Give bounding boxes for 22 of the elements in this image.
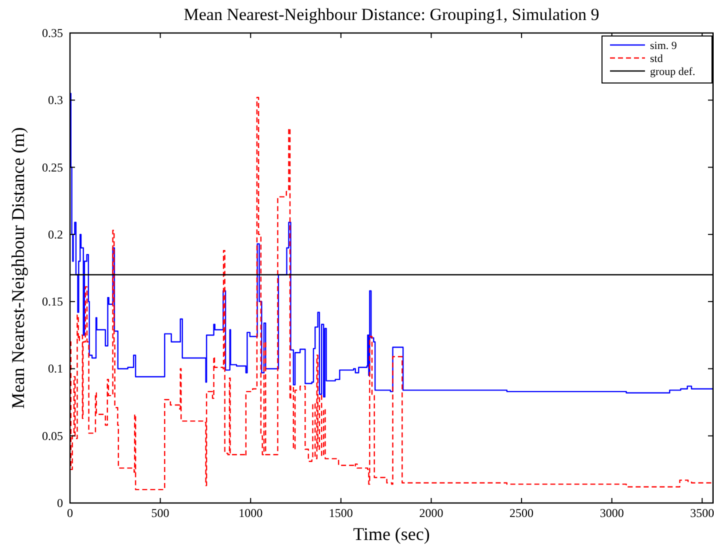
legend-label: group def. xyxy=(650,66,696,78)
y-tick-label: 0.1 xyxy=(48,362,63,376)
y-axis-title: Mean Nearest-Neighbour Distance (m) xyxy=(8,127,28,409)
x-tick-label: 3000 xyxy=(600,506,624,520)
y-tick-label: 0.25 xyxy=(42,160,63,174)
y-tick-label: 0.05 xyxy=(42,428,63,443)
x-axis-title: Time (sec) xyxy=(353,524,430,544)
x-tick-label: 2000 xyxy=(419,506,444,520)
x-tick-label: 500 xyxy=(151,506,170,520)
x-tick-label: 1000 xyxy=(238,506,263,520)
legend-label: sim. 9 xyxy=(650,40,678,52)
y-tick-label: 0.3 xyxy=(48,93,63,108)
y-tick-label: 0.2 xyxy=(48,227,63,242)
x-tick-label: 0 xyxy=(67,506,73,520)
y-tick-label: 0.15 xyxy=(42,294,63,309)
x-tick-label: 3500 xyxy=(690,506,714,520)
y-tick-label: 0 xyxy=(57,496,63,510)
y-tick-label: 0.35 xyxy=(42,26,63,40)
x-tick-label: 1500 xyxy=(328,506,353,520)
x-tick-label: 2500 xyxy=(510,506,534,520)
chart-title: Mean Nearest-Neighbour Distance: Grouping1, Simulation 9 xyxy=(184,5,600,24)
legend-label: std xyxy=(650,53,664,65)
